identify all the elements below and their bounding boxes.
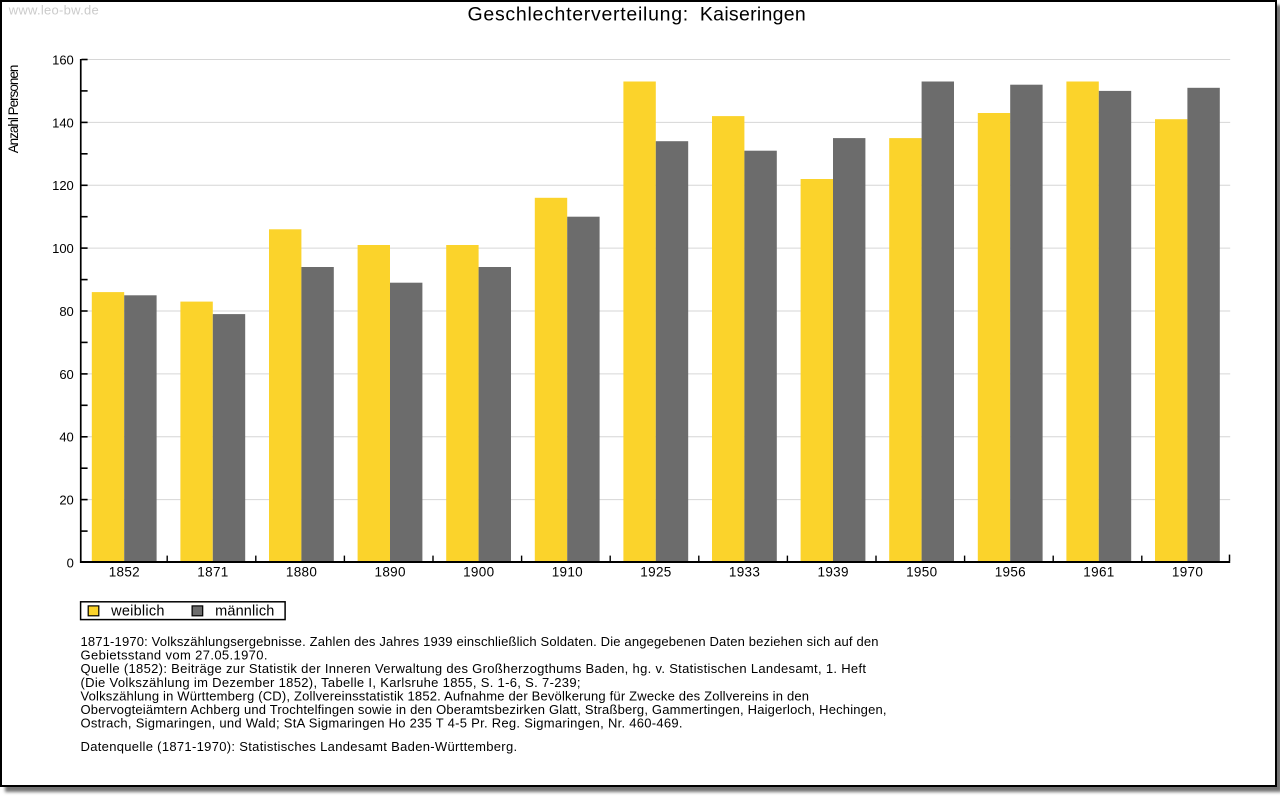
svg-text:1880: 1880 [286, 565, 317, 580]
svg-text:160: 160 [52, 52, 74, 67]
svg-text:100: 100 [52, 241, 74, 256]
svg-text:1871: 1871 [197, 565, 228, 580]
svg-text:1933: 1933 [729, 565, 760, 580]
svg-text:80: 80 [59, 304, 73, 319]
svg-text:0: 0 [67, 555, 74, 570]
svg-text:Volkszählung in Württemberg (C: Volkszählung in Württemberg (CD), Zollve… [81, 688, 810, 703]
svg-text:40: 40 [59, 430, 73, 445]
svg-text:60: 60 [59, 367, 73, 382]
svg-text:1910: 1910 [552, 565, 583, 580]
svg-text:1900: 1900 [463, 565, 494, 580]
svg-text:140: 140 [52, 115, 74, 130]
svg-text:1939: 1939 [818, 565, 849, 580]
svg-text:Gebietsstand vom 27.05.1970.: Gebietsstand vom 27.05.1970. [81, 648, 268, 663]
svg-text:Anzahl Personen: Anzahl Personen [6, 65, 21, 154]
svg-text:20: 20 [59, 493, 73, 508]
svg-text:(Die Volkszählung im Dezember: (Die Volkszählung im Dezember 1852), Tab… [81, 675, 581, 690]
svg-text:1956: 1956 [995, 565, 1026, 580]
svg-text:männlich: männlich [215, 603, 274, 619]
svg-text:1950: 1950 [906, 565, 937, 580]
svg-text:Quelle (1852): Beiträge zur St: Quelle (1852): Beiträge zur Statistik de… [81, 661, 867, 676]
svg-text:1970: 1970 [1172, 565, 1203, 580]
svg-text:weiblich: weiblich [110, 603, 164, 619]
svg-text:1890: 1890 [375, 565, 406, 580]
svg-text:120: 120 [52, 178, 74, 193]
svg-text:Kaiseringen: Kaiseringen [700, 4, 806, 26]
svg-text:Ostrach, Sigmaringen, und Wald: Ostrach, Sigmaringen, und Wald; StA Sigm… [81, 716, 683, 731]
svg-text:Datenquelle (1871-1970): Stati: Datenquelle (1871-1970): Statistisches L… [81, 739, 518, 754]
svg-text:Geschlechterverteilung:: Geschlechterverteilung: [468, 4, 689, 26]
svg-text:1925: 1925 [640, 565, 671, 580]
svg-text:Obervogteiämtern Achberg und T: Obervogteiämtern Achberg und Trochtelfin… [81, 702, 887, 717]
svg-text:1852: 1852 [109, 565, 140, 580]
svg-text:www.leo-bw.de: www.leo-bw.de [8, 2, 99, 17]
svg-text:1871-1970: Volkszählungsergebn: 1871-1970: Volkszählungsergebnisse. Zahl… [81, 634, 879, 649]
svg-text:1961: 1961 [1083, 565, 1114, 580]
